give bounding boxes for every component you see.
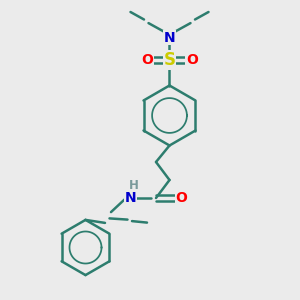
- Text: N: N: [125, 191, 136, 205]
- Text: N: N: [164, 31, 175, 44]
- Text: H: H: [129, 179, 138, 192]
- Text: O: O: [176, 191, 188, 205]
- Text: O: O: [141, 53, 153, 67]
- Text: S: S: [164, 51, 175, 69]
- Text: O: O: [186, 53, 198, 67]
